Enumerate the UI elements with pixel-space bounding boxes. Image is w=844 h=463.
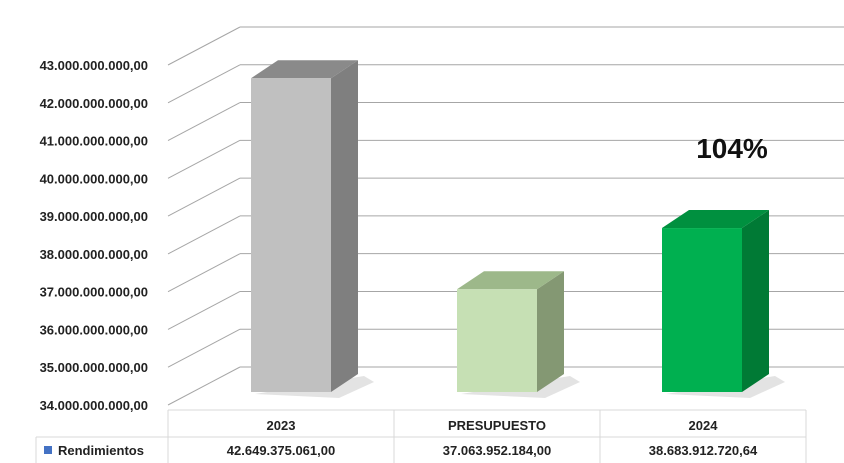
y-tick-label: 40.000.000.000,00: [40, 171, 148, 186]
bar-front: [457, 289, 537, 392]
y-axis-ticks: 34.000.000.000,00 35.000.000.000,00 36.000…: [40, 58, 148, 413]
gridline-diagonal: [167, 291, 241, 330]
x-category-label: 2024: [689, 418, 719, 433]
gridline-diagonal: [167, 177, 241, 217]
x-category-label: PRESUPUESTO: [448, 418, 546, 433]
gridline-diagonal: [167, 102, 241, 141]
bar-side: [537, 271, 564, 392]
bar-presupuesto: [457, 271, 580, 398]
bar-top: [662, 210, 769, 229]
y-tick-label: 34.000.000.000,00: [40, 398, 148, 413]
bar-2023: [251, 60, 374, 398]
gridline-diagonal: [167, 64, 241, 104]
x-category-label: 2023: [267, 418, 296, 433]
y-tick-label: 39.000.000.000,00: [40, 209, 148, 224]
legend-series-name: Rendimientos: [58, 443, 144, 458]
bar-2024: [662, 210, 785, 398]
bar-top: [457, 271, 564, 290]
y-tick-label: 43.000.000.000,00: [40, 58, 148, 73]
gridline-diagonal: [167, 253, 241, 293]
legend-key-icon: [44, 446, 52, 454]
bar-front: [662, 228, 742, 392]
bar-side: [742, 210, 769, 392]
bar-top: [251, 60, 358, 79]
data-value-label: 42.649.375.061,00: [227, 443, 335, 458]
gridline-diagonal: [167, 366, 241, 406]
gridline-diagonal: [167, 139, 241, 179]
y-tick-label: 36.000.000.000,00: [40, 322, 148, 337]
bar-front: [251, 78, 331, 392]
y-tick-label: 38.000.000.000,00: [40, 247, 148, 262]
bar-side: [331, 60, 358, 393]
y-tick-label: 37.000.000.000,00: [40, 285, 148, 300]
percent-annotation: 104%: [696, 133, 768, 164]
gridline-diagonal: [167, 26, 241, 66]
data-table: 2023 PRESUPUESTO 2024 Rendimientos 42.649.37…: [35, 409, 807, 463]
y-tick-label: 35.000.000.000,00: [40, 360, 148, 375]
data-value-label: 37.063.952.184,00: [443, 443, 551, 458]
y-tick-label: 41.000.000.000,00: [40, 134, 148, 149]
bars: [251, 60, 785, 398]
gridline-diagonal: [167, 215, 241, 255]
gridline-diagonal: [167, 328, 241, 368]
y-tick-label: 42.000.000.000,00: [40, 96, 148, 111]
data-value-label: 38.683.912.720,64: [649, 443, 758, 458]
